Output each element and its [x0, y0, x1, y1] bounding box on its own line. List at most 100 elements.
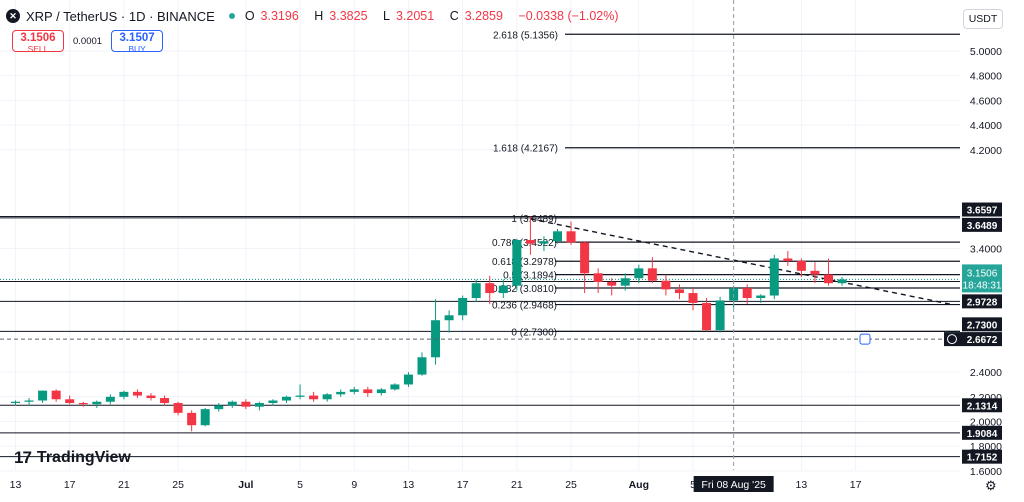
candle-body: [471, 283, 481, 298]
buy-button[interactable]: 3.1507 BUY: [111, 30, 164, 54]
currency-button[interactable]: USDT: [963, 9, 1003, 29]
candle: [363, 386, 373, 397]
price-axis-label: 3.4000: [970, 244, 1002, 256]
candle-body: [92, 401, 102, 405]
buy-price: 3.1507: [119, 32, 155, 44]
candle-body: [796, 260, 806, 271]
candle-body: [51, 390, 61, 400]
level-tag-label: 1.9084: [967, 429, 998, 440]
candle: [173, 401, 183, 416]
candle: [65, 395, 75, 405]
candle-body: [498, 285, 508, 294]
candle: [390, 383, 400, 391]
candle-body: [444, 315, 454, 321]
candle-body: [376, 389, 386, 394]
change-value: −0.0338 (−1.02%): [518, 9, 619, 23]
candle-body: [105, 396, 115, 402]
candle: [702, 298, 712, 332]
candle-body: [620, 278, 630, 286]
candle-body: [580, 242, 590, 274]
candle: [24, 398, 34, 406]
candle: [200, 407, 210, 427]
candle: [146, 393, 156, 401]
level-tag: 1.9084: [962, 425, 1002, 440]
sell-label: SELL: [27, 44, 49, 54]
candle: [241, 399, 251, 410]
candle: [214, 402, 224, 412]
candle: [742, 284, 752, 305]
candle-body: [634, 268, 644, 279]
candle-body: [349, 389, 359, 392]
price-axis-label: 5.0000: [970, 46, 1002, 58]
candle-body: [295, 395, 305, 397]
candle-body: [715, 300, 725, 331]
candle-body: [146, 395, 156, 399]
time-axis-label: 17: [850, 479, 862, 491]
candle: [769, 254, 779, 300]
price-axis: 5.0000 4.8000 4.6000 4.4000 4.2000 3.4000 2.40…: [944, 46, 1002, 478]
level-tag-label: 1.7152: [967, 453, 998, 464]
open-label: O: [244, 9, 255, 23]
candle-body: [525, 239, 535, 244]
candle: [38, 390, 48, 403]
ohlc-values: O 3.3196 H 3.3825 L 3.2051 C 3.2859 −0.0338 …: [245, 9, 625, 23]
candle: [593, 268, 603, 294]
time-axis-label: 17: [457, 479, 469, 491]
candle: [715, 296, 725, 333]
grid: [0, 0, 960, 472]
sell-button[interactable]: 3.1506 SELL: [12, 30, 64, 54]
crosshair-date-tag: Fri 08 Aug '25: [693, 476, 774, 492]
candle: [458, 295, 468, 321]
candle-body: [783, 258, 793, 261]
candle-body: [227, 401, 237, 406]
open-value: 3.3196: [260, 9, 299, 23]
candle-body: [674, 289, 684, 294]
symbol-title[interactable]: XRP / TetherUS · 1D · BINANCE: [26, 8, 215, 24]
candle: [824, 258, 833, 286]
tradingview-logo[interactable]: 17 TradingView: [14, 448, 131, 468]
level-tag-label: 2.1314: [967, 401, 998, 412]
time-axis: 13 17 21 25 Jul 5 9 13 17 21 25 Aug 5 13 17 Fri 08 Aug …: [10, 476, 862, 492]
market-status-dot: [228, 13, 235, 19]
candle-body: [485, 283, 495, 294]
price-axis-label: 1.6000: [970, 466, 1002, 478]
candle: [674, 284, 684, 300]
fib-level-label: 2.618 (5.1356): [493, 30, 558, 41]
candle-body: [119, 391, 129, 397]
gear-icon[interactable]: ⚙: [985, 478, 997, 493]
time-axis-label: 9: [351, 479, 357, 491]
candle-body: [607, 281, 617, 286]
fib-level-label: 0.382 (3.0810): [492, 284, 557, 295]
level-tag: 1.7152: [962, 449, 1002, 464]
candle-body: [309, 395, 319, 400]
candle-body: [268, 400, 278, 403]
candle-body: [200, 409, 210, 426]
candle-body: [647, 268, 657, 281]
candle-body: [173, 402, 183, 413]
candle: [105, 394, 115, 405]
candle: [78, 401, 88, 407]
high-value: 3.3825: [329, 9, 368, 23]
level-tag: 2.1314: [962, 398, 1002, 413]
fib-level-label: 0.236 (2.9468): [492, 301, 557, 312]
sell-price: 3.1506: [20, 32, 56, 44]
candle-body: [187, 412, 197, 426]
candle-body: [254, 402, 264, 407]
level-tag: 3.6597: [962, 202, 1002, 217]
crosshair-price-tag: 2.6672: [944, 332, 1002, 347]
level-tag-label: 2.7300: [967, 320, 998, 331]
spread-value: 0.0001: [73, 35, 103, 47]
candle: [485, 275, 495, 305]
candle: [11, 400, 20, 406]
time-axis-label: 5: [690, 479, 696, 491]
candle: [471, 279, 481, 302]
candle: [119, 390, 129, 400]
candle: [227, 400, 237, 408]
price-axis-label: 4.2000: [970, 145, 1002, 157]
candle: [796, 258, 806, 278]
level-tag: 3.6489: [962, 217, 1002, 232]
fib-retracement: 2.618 (5.1356)1.618 (4.2167)1 (3.6489)0.…: [492, 30, 960, 338]
candle: [187, 410, 197, 432]
